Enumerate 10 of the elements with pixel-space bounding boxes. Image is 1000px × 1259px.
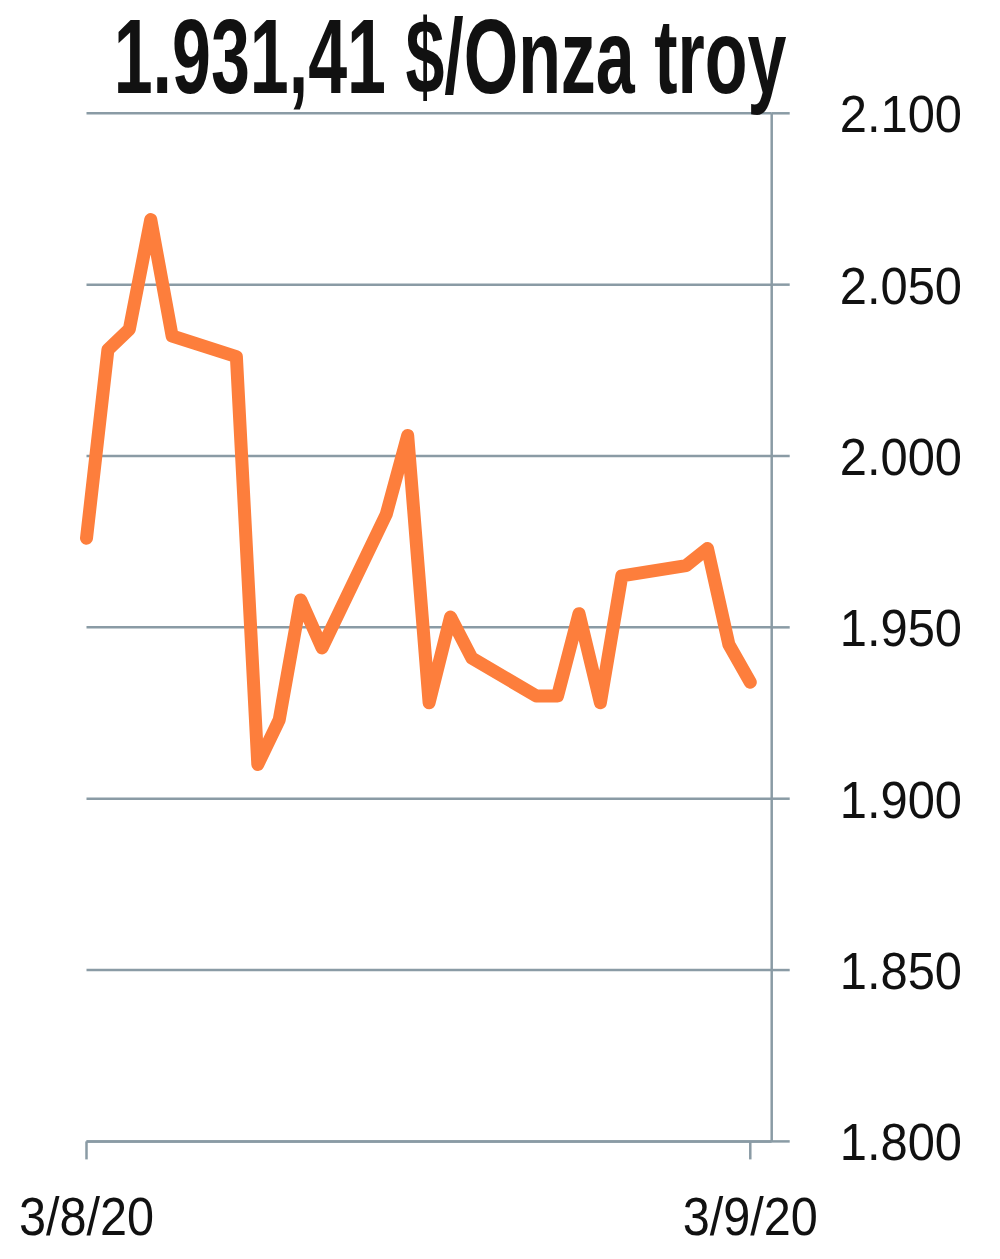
y-tick-label: 2.000 bbox=[839, 427, 962, 487]
chart-title: 1.931,41 $/Onza troy bbox=[113, 0, 787, 116]
y-tick-label: 2.050 bbox=[839, 256, 962, 315]
y-tick-label: 1.850 bbox=[839, 941, 962, 1001]
y-tick-label: 1.900 bbox=[839, 770, 962, 830]
y-tick-label: 1.950 bbox=[839, 598, 962, 658]
y-tick-label: 1.800 bbox=[839, 1113, 962, 1172]
x-tick-label: 3/8/20 bbox=[18, 1185, 155, 1247]
x-tick-label: 3/9/20 bbox=[682, 1185, 818, 1247]
y-tick-label: 2.100 bbox=[839, 84, 962, 144]
